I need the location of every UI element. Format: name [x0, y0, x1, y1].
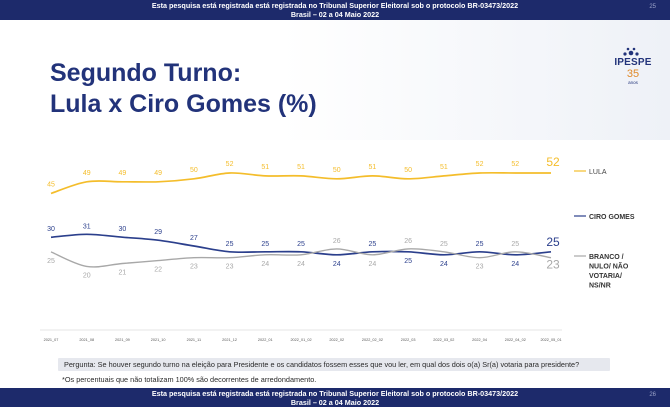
data-label-lula: 52	[476, 161, 484, 168]
logo-dots-icon	[623, 47, 639, 56]
legend-label-branco: VOTARIA/	[589, 273, 622, 280]
data-label-lula: 50	[190, 167, 198, 174]
data-label-ciro: 30	[47, 226, 55, 233]
data-label-branco: 23	[226, 264, 234, 271]
data-label-lula: 52	[226, 161, 234, 168]
series-line-branco	[50, 248, 552, 268]
x-tick-label: 2021_12	[222, 338, 237, 342]
data-label-branco: 23	[190, 264, 198, 271]
data-label-ciro: 31	[83, 223, 91, 230]
x-tick-label: 2022_01_02	[290, 338, 311, 342]
data-label-lula: 45	[47, 181, 55, 188]
title-line-2: Lula x Ciro Gomes (%)	[50, 90, 317, 118]
legend-label-ciro: CIRO GOMES	[589, 214, 635, 221]
x-tick-label: 2021_07	[44, 338, 59, 342]
data-label-branco: 20	[83, 272, 91, 279]
data-label-branco: 24	[369, 261, 377, 268]
data-label-ciro: 25	[546, 235, 560, 249]
data-label-lula: 50	[404, 167, 412, 174]
footer-protocol-text: Esta pesquisa está registrada está regis…	[151, 389, 519, 398]
data-label-lula: 49	[83, 170, 91, 177]
footer-banner: Esta pesquisa está registrada está regis…	[0, 388, 670, 407]
data-label-branco: 26	[404, 238, 412, 245]
x-tick-label: 2022_03_02	[433, 338, 454, 342]
data-label-ciro: 25	[369, 241, 377, 248]
footer-page-number: 26	[649, 392, 656, 398]
data-label-lula: 52	[511, 161, 519, 168]
x-tick-label: 2022_05_01	[540, 338, 561, 342]
data-label-ciro: 25	[226, 241, 234, 248]
data-label-branco: 22	[154, 267, 162, 274]
data-label-lula: 52	[546, 155, 560, 169]
data-label-ciro: 25	[261, 241, 269, 248]
legend-label-branco: NULO/ NÃO	[589, 262, 629, 271]
series-line-lula	[50, 171, 551, 195]
footer-date-text: Brasil – 02 a 04 Maio 2022	[290, 398, 380, 407]
x-tick-label: 2022_02	[329, 338, 344, 342]
legend-label-branco: NS/NR	[589, 283, 611, 290]
data-label-branco: 23	[476, 264, 484, 271]
data-label-branco: 26	[333, 238, 341, 245]
data-label-branco: 24	[261, 261, 269, 268]
data-label-lula: 51	[297, 164, 305, 171]
title-line-1: Segundo Turno:	[50, 59, 242, 87]
x-tick-label: 2022_04_02	[505, 338, 526, 342]
logo-name: IPESPE	[614, 57, 652, 68]
ipespe-logo: IPESPE 35 anos	[612, 47, 654, 91]
data-label-ciro: 29	[154, 229, 162, 236]
data-label-ciro: 24	[511, 261, 519, 268]
data-label-ciro: 25	[476, 241, 484, 248]
logo-anos: anos	[628, 80, 638, 85]
x-tick-label: 2022_02_02	[362, 338, 383, 342]
data-label-ciro: 24	[440, 261, 448, 268]
line-chart: 2021_07 2021_08 2021_09 2021_10 2021_11 2021_…	[40, 155, 635, 342]
data-label-ciro: 25	[297, 241, 305, 248]
x-tick-label: 2021_08	[79, 338, 94, 342]
question-note-box: Pergunta: Se houver segundo turno na ele…	[58, 358, 610, 371]
data-label-lula: 50	[333, 167, 341, 174]
page-title: Segundo Turno: Lula x Ciro Gomes (%)	[50, 58, 317, 120]
data-label-branco: 25	[47, 258, 55, 265]
data-label-lula: 49	[154, 170, 162, 177]
header-protocol-text: Esta pesquisa está registrada está regis…	[151, 1, 519, 10]
x-tick-label: 2021_11	[187, 338, 202, 342]
data-label-lula: 51	[261, 164, 269, 171]
data-label-branco: 24	[297, 261, 305, 268]
legend-label-branco: BRANCO /	[589, 254, 624, 261]
data-label-lula: 49	[119, 170, 127, 177]
series-line-ciro	[50, 233, 552, 256]
x-tick-label: 2022_04	[472, 338, 487, 342]
data-label-lula: 51	[440, 164, 448, 171]
data-label-lula: 51	[369, 164, 377, 171]
header-page-number: 25	[649, 4, 656, 10]
data-label-branco: 25	[440, 241, 448, 248]
question-note: Pergunta: Se houver segundo turno na ele…	[64, 360, 580, 369]
header-date-text: Brasil – 02 a 04 Maio 2022	[290, 10, 380, 19]
x-tick-label: 2022_01	[258, 338, 273, 342]
x-tick-label: 2021_09	[115, 338, 130, 342]
data-label-branco: 25	[511, 241, 519, 248]
data-label-branco: 21	[119, 270, 127, 277]
logo-years: 35	[626, 68, 640, 80]
data-label-ciro: 30	[119, 226, 127, 233]
header-banner: Esta pesquisa está registrada está regis…	[0, 0, 670, 20]
data-label-ciro: 24	[333, 261, 341, 268]
data-label-branco: 23	[546, 258, 560, 272]
data-label-ciro: 25	[404, 258, 412, 265]
data-label-ciro: 27	[190, 235, 198, 242]
x-tick-label: 2021_10	[151, 338, 166, 342]
legend-label-lula: LULA	[589, 169, 607, 176]
rounding-note: *Os percentuais que não totalizam 100% s…	[62, 375, 317, 384]
header-decoration	[0, 20, 670, 140]
x-tick-label: 2022_03	[401, 338, 416, 342]
